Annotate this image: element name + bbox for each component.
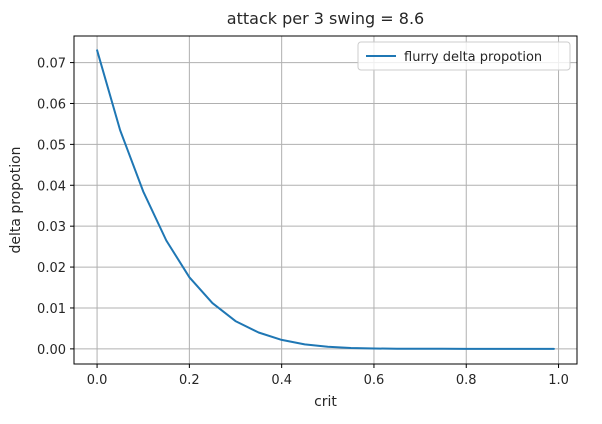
grid: [74, 36, 577, 364]
y-tick-label: 0.00: [37, 343, 66, 358]
x-axis-label: crit: [314, 394, 337, 410]
x-tick-label: 0.0: [87, 373, 108, 388]
y-tick-label: 0.05: [37, 138, 66, 153]
series-layer: [96, 49, 555, 350]
series-line: [96, 49, 555, 350]
legend: flurry delta propotion: [357, 41, 571, 71]
y-axis-label: delta propotion: [8, 146, 24, 253]
x-tick-label: 0.2: [179, 373, 200, 388]
x-tick-label: 0.6: [364, 373, 385, 388]
y-tick-label: 0.03: [37, 220, 66, 235]
chart-title: attack per 3 swing = 8.6: [227, 9, 424, 28]
x-tick-label: 0.8: [456, 373, 477, 388]
legend-label: flurry delta propotion: [404, 50, 542, 65]
plot-frame: [73, 35, 578, 365]
ticks: 0.0 0.2 0.4 0.6 0.8 1.0 0.00 0.01 0.02 0.03 0.04 0.…: [37, 57, 569, 388]
y-tick-label: 0.06: [37, 97, 66, 112]
x-tick-label: 1.0: [548, 373, 569, 388]
y-tick-label: 0.04: [37, 179, 66, 194]
x-tick-label: 0.4: [271, 373, 292, 388]
y-tick-label: 0.07: [37, 57, 66, 72]
y-tick-label: 0.02: [37, 261, 66, 276]
legend-box: [357, 41, 571, 71]
y-tick-label: 0.01: [37, 302, 66, 317]
